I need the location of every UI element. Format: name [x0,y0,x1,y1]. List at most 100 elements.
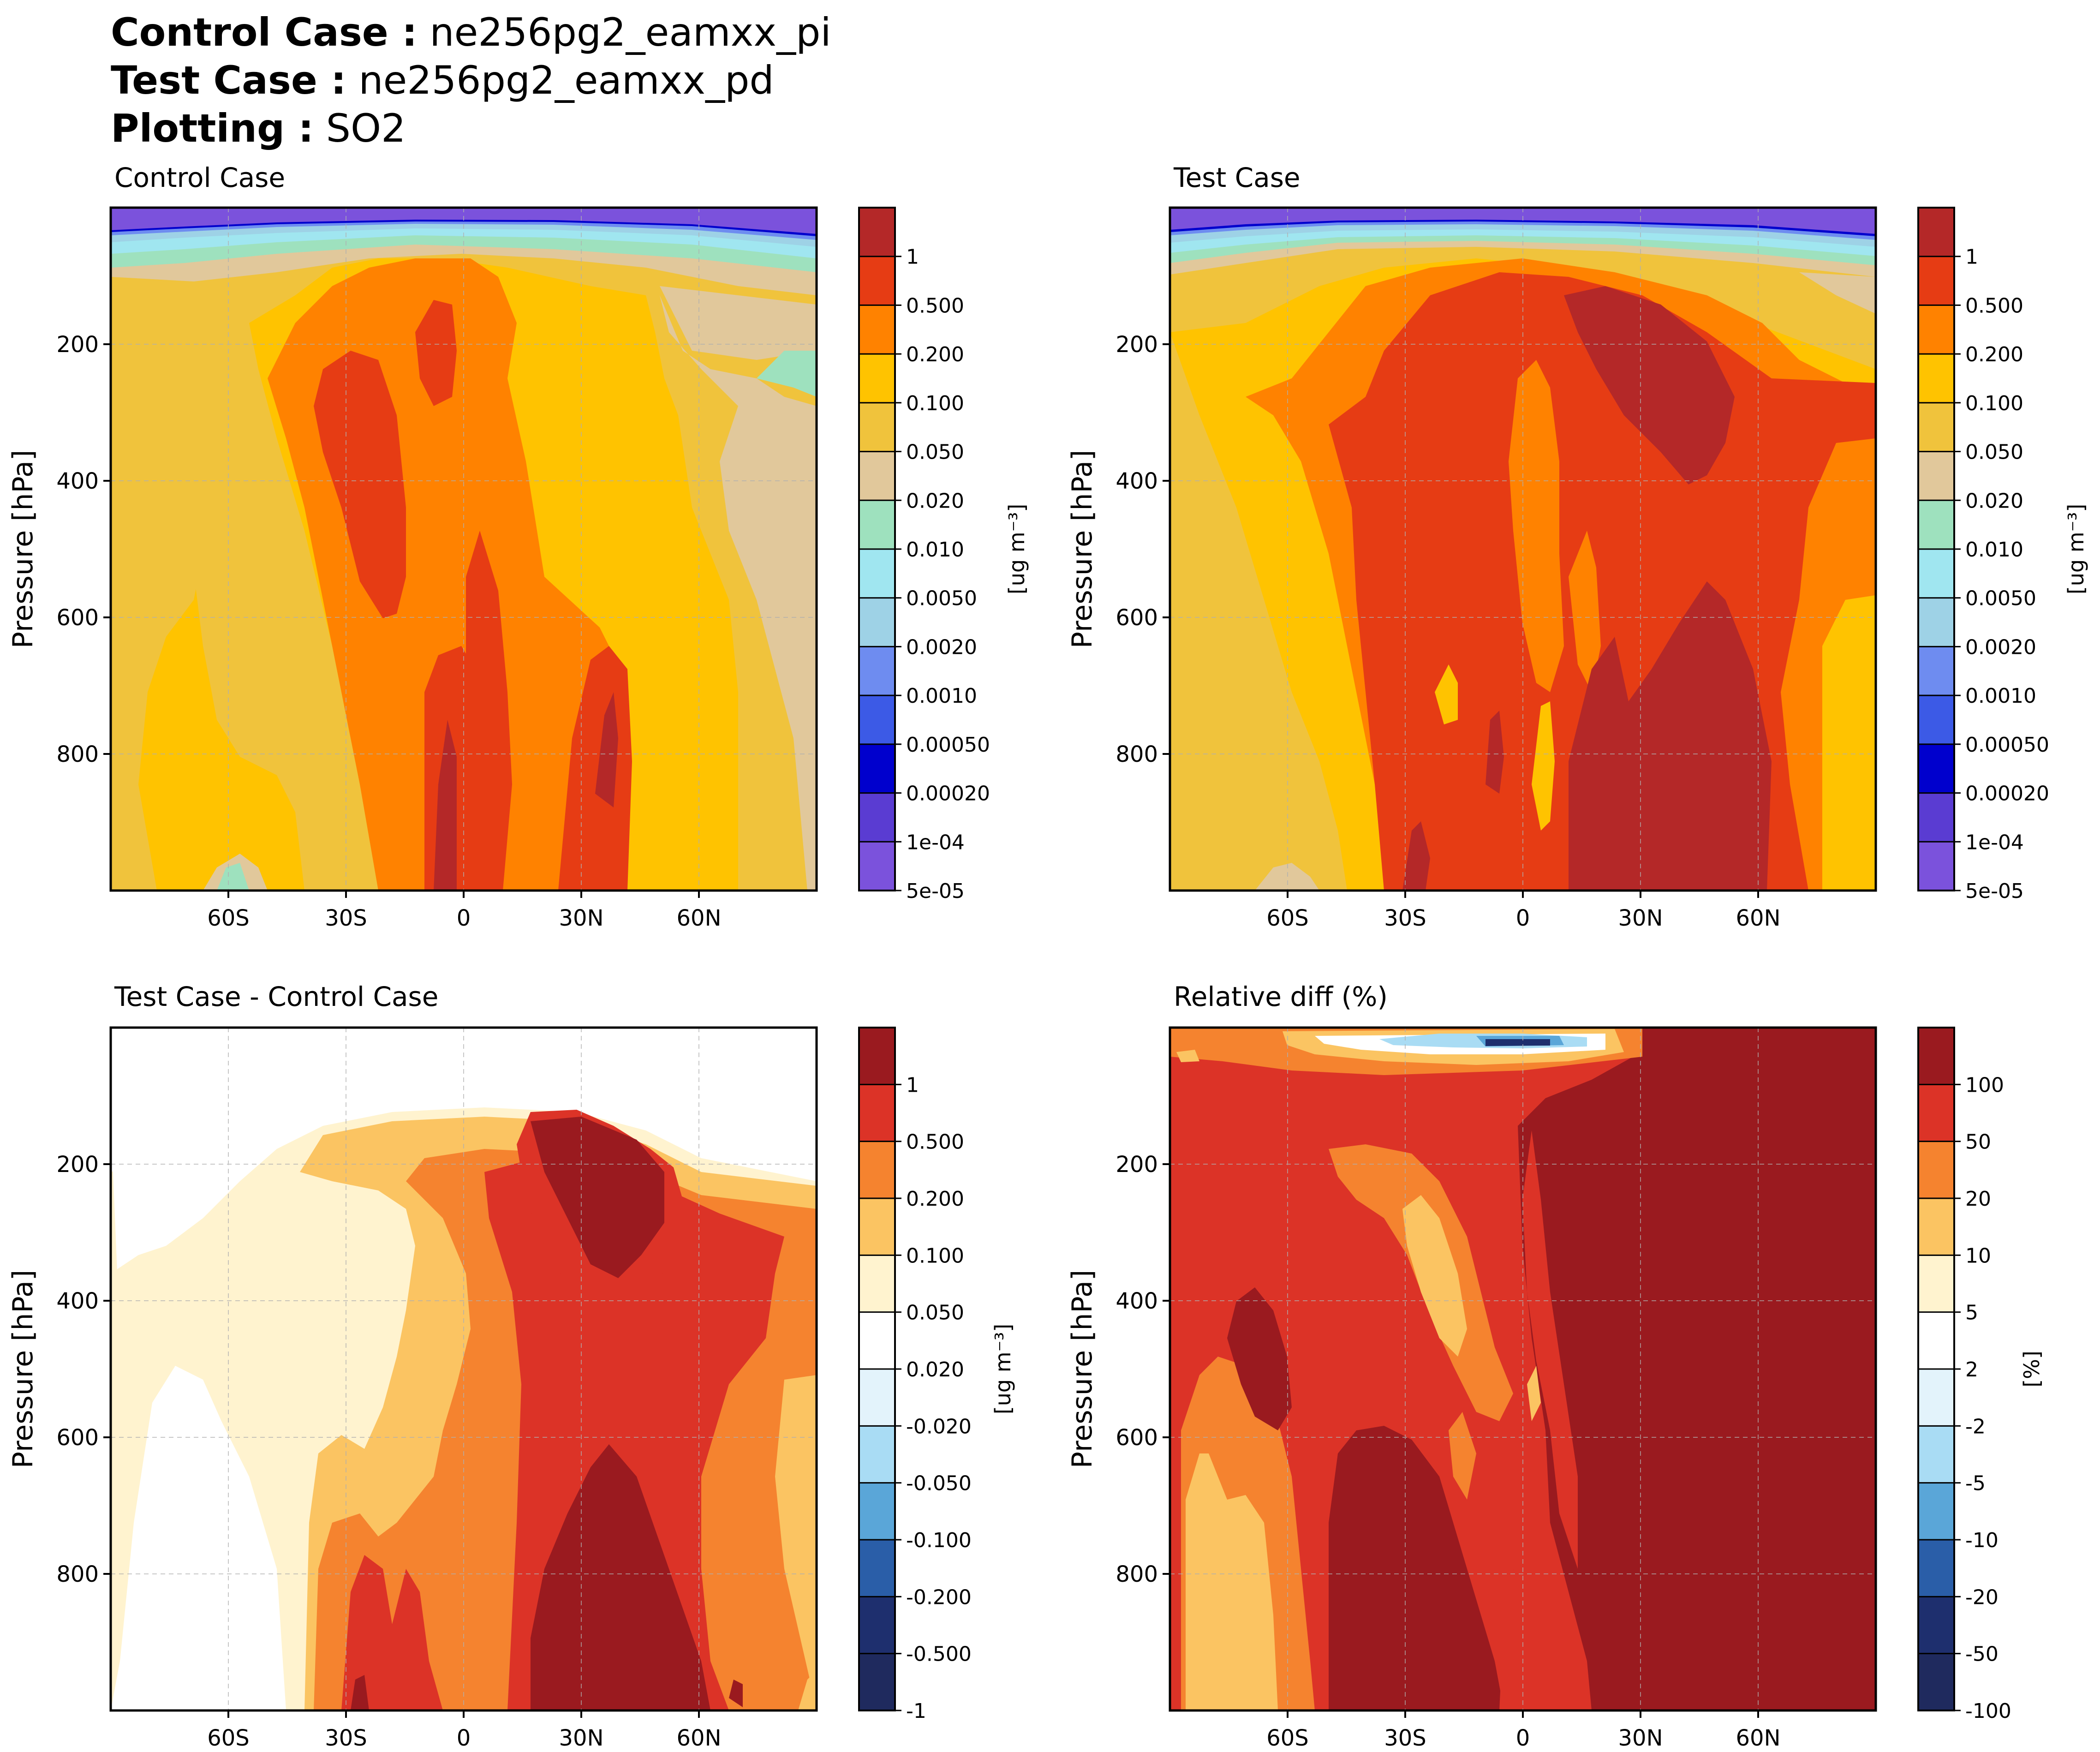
reldiff-colorbar-label: [%] [2019,1351,2044,1387]
colorbar-tick-label: 5e-05 [906,879,965,903]
control-fill-red-10s-upper [415,300,457,406]
reldiff-fill-upper-navy [1486,1039,1550,1046]
x-tick-label: 60S [1266,1725,1309,1751]
colorbar-segment [1918,1483,1954,1540]
colorbar-segment [859,1198,895,1256]
colorbar-segment [859,402,895,452]
colorbar-segment [859,256,895,305]
colorbar-segment [1918,1028,1954,1085]
x-tick-label: 30S [325,1725,367,1751]
colorbar-segment [859,354,895,403]
colorbar-segment [859,1255,895,1313]
x-tick-label: 60N [677,905,722,931]
colorbar-segment [859,1597,895,1654]
colorbar-tick-label: 0.020 [906,1358,964,1381]
colorbar-tick-label: 0.0010 [1965,684,2036,708]
colorbar-tick-label: -0.500 [906,1643,972,1666]
colorbar-segment [1918,208,1954,257]
test-case-panel: Test Case [1066,162,2088,931]
colorbar-segment [1918,451,1954,501]
colorbar-segment [1918,1597,1954,1654]
diff-colorbar: 1 0.500 0.200 0.100 0.050 0.020 -0.020 -0.050 -0… [858,1027,972,1723]
colorbar-segment [859,500,895,550]
reldiff-fill-darkred-lower [1329,1426,1504,1710]
colorbar-tick-label: 0.050 [906,1301,964,1325]
colorbar-segment [1918,695,1954,745]
x-tick-label: 60N [677,1725,722,1751]
colorbar-tick-label: 100 [1965,1073,2004,1097]
colorbar-segment [1918,1312,1954,1369]
colorbar-tick-label: 0.200 [906,1187,964,1211]
reldiff-fill-darkred-60s [1227,1287,1292,1430]
y-tick-label: 800 [1116,1561,1158,1587]
colorbar-segment [1918,744,1954,794]
colorbar-segment [859,793,895,842]
x-tick-label: 60N [1736,1725,1781,1751]
x-tick-label: 30N [559,905,604,931]
y-tick-label: 600 [56,1425,99,1451]
colorbar-segment [859,305,895,354]
colorbar-tick-label: -10 [1965,1529,1999,1552]
y-tick-label: 800 [56,741,99,767]
colorbar-segment [859,1426,895,1483]
colorbar-segment [859,744,895,794]
colorbar-tick-label: 10 [1965,1244,1991,1268]
control-fill-nh-tan [660,295,817,891]
colorbar-tick-label: 0.200 [1965,343,2023,366]
y-tick-label: 200 [56,332,99,358]
colorbar-segment [859,208,895,257]
test-panel-title: Test Case [1173,162,1301,193]
colorbar-tick-label: -0.200 [906,1585,972,1609]
colorbar-tick-label: -2 [1965,1415,1986,1438]
colorbar-tick-label: 0.500 [906,294,964,317]
diff-fill-gold-corner [798,1670,817,1710]
colorbar-segment [859,695,895,745]
colorbar-tick-label: -0.050 [906,1472,972,1495]
colorbar-tick-label: 0.050 [1965,441,2023,464]
colorbar-segment [1918,598,1954,647]
colorbar-tick-label: 0.00050 [1965,733,2049,757]
control-gridlines [111,208,817,891]
colorbar-tick-label: -5 [1965,1472,1986,1495]
colorbar-segment [859,451,895,501]
colorbar-segment [859,1028,895,1085]
y-tick-label: 400 [56,468,99,494]
header-plot-label: Plotting : [111,106,314,151]
colorbar-tick-label: -50 [1965,1643,1999,1666]
header-control-label: Control Case : [111,10,418,55]
control-fill-red-0-surface [466,531,512,891]
colorbar-tick-label: 5e-05 [1965,879,2024,903]
colorbar-tick-label: 0.00020 [1965,782,2049,806]
header-plot-row: Plotting : SO2 [111,104,831,152]
y-tick-label: 600 [1116,1425,1158,1451]
reldiff-fill-red-upper [1170,1028,1292,1177]
header-plot-value: SO2 [326,106,406,151]
colorbar-segment [1918,1141,1954,1199]
colorbar-tick-label: 0.010 [1965,538,2023,562]
colorbar-segment [1918,1198,1954,1256]
colorbar-tick-label: 0.0010 [906,684,977,708]
colorbar-segment [859,1312,895,1369]
diff-fill-darkred-30s [351,1675,369,1710]
test-fill-darkred-30s [1402,821,1430,891]
colorbar-tick-label: 0.050 [906,441,964,464]
control-x-axis: 60S 30S 0 30N 60N [207,891,721,931]
control-fill-darkred-10s [434,720,457,891]
diff-fill-red-30s [341,1555,443,1710]
test-gridlines [1170,208,1876,891]
y-tick-label: 400 [1116,1288,1158,1314]
difference-panel: Test Case - Control Case 60S 30S 0 30N 60N [7,981,1015,1751]
figure-header: Control Case : ne256pg2_eamxx_pi Test Ca… [111,8,831,152]
test-fill-nh-tan [1799,272,1876,314]
colorbar-tick-label: -1 [906,1699,926,1723]
diff-y-axis: 200 400 600 800 [56,1152,111,1587]
y-tick-label: 800 [1116,741,1158,767]
control-fill-nh-green [757,351,817,397]
colorbar-tick-label: -20 [1965,1585,1999,1609]
header-control-row: Control Case : ne256pg2_eamxx_pi [111,8,831,56]
control-fill-sh-gold [111,369,212,637]
header-test-row: Test Case : ne256pg2_eamxx_pd [111,56,831,104]
colorbar-segment [859,1141,895,1199]
x-tick-label: 30S [1384,905,1426,931]
colorbar-tick-label: 0.500 [906,1130,964,1154]
